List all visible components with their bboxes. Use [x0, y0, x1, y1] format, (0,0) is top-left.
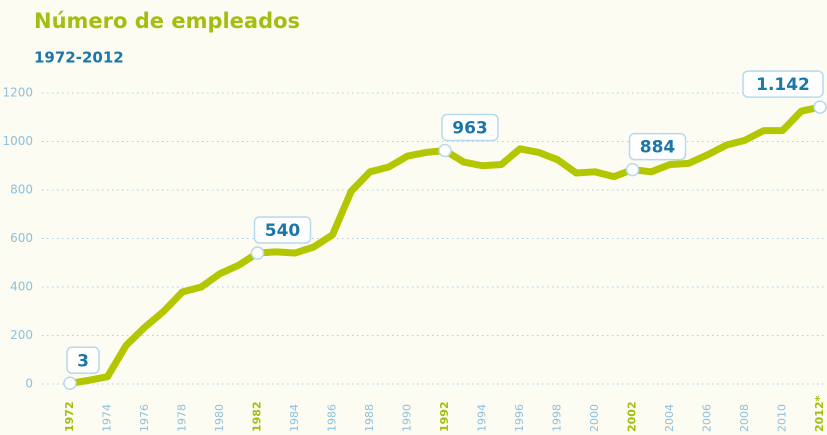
y-tick-label: 1200 [2, 86, 33, 100]
value-label: 540 [265, 221, 301, 241]
x-tick-label: 2012* [813, 395, 826, 432]
x-tick-label: 1994 [476, 404, 489, 432]
x-tick-label: 1998 [551, 404, 564, 432]
annotation-box [628, 132, 687, 161]
value-label: 963 [452, 118, 488, 138]
x-tick-label: 2004 [663, 404, 676, 432]
chart-subtitle: 1972-2012 [34, 49, 124, 67]
annotation-box [66, 346, 100, 375]
y-tick-label: 0 [25, 377, 33, 391]
annotation-box [742, 70, 824, 98]
x-tick-label: 1986 [326, 404, 339, 432]
x-tick-label: 1990 [401, 404, 414, 432]
point-marker [625, 162, 640, 177]
x-tick-label: 2008 [738, 404, 751, 432]
y-tick-label: 200 [10, 328, 33, 342]
annotation-box [441, 113, 499, 142]
x-tick-label: 1974 [101, 404, 114, 432]
y-tick-label: 1000 [2, 134, 33, 148]
x-tick-label: 2006 [701, 404, 714, 432]
point-marker [813, 100, 827, 114]
chart-title: Número de empleados [34, 9, 300, 33]
value-label: 884 [640, 138, 676, 158]
x-tick-label: 1972 [63, 401, 76, 432]
x-tick-label: 1992 [438, 401, 451, 432]
x-tick-label: 1978 [176, 404, 189, 432]
annotation-box [253, 216, 312, 244]
point-marker [438, 143, 452, 158]
x-tick-label: 1984 [288, 404, 301, 432]
x-tick-label: 1996 [513, 404, 526, 432]
y-tick-label: 400 [10, 280, 33, 294]
y-tick-label: 600 [10, 231, 33, 245]
value-label: 3 [77, 351, 89, 371]
x-tick-label: 1988 [363, 404, 376, 432]
x-tick-label: 2002 [626, 401, 639, 432]
value-label: 1.142 [756, 75, 810, 95]
x-tick-label: 1982 [251, 401, 264, 432]
x-tick-label: 2010 [776, 404, 789, 432]
point-marker [63, 376, 77, 391]
x-tick-label: 1980 [213, 404, 226, 432]
y-tick-label: 800 [10, 183, 33, 197]
x-tick-label: 1976 [138, 404, 151, 432]
point-marker [250, 246, 265, 260]
x-tick-label: 2000 [588, 404, 601, 432]
